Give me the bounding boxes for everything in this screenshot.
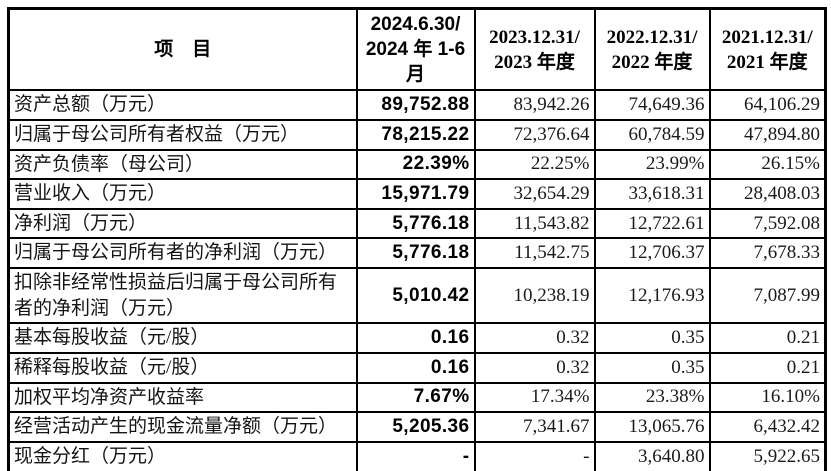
value-2024h1: 15,971.79 xyxy=(355,178,476,210)
row-label: 扣除非经常性损益后归属于母公司所有者的净利润（万元） xyxy=(7,267,358,325)
value-2023: 72,376.64 xyxy=(473,118,596,151)
value-2023: 83,942.26 xyxy=(473,89,596,121)
table-row: 基本每股收益（元/股） 0.16 0.32 0.35 0.21 xyxy=(7,322,827,354)
value-2024h1: - xyxy=(355,440,476,471)
value-2021: 7,592.08 xyxy=(708,207,827,240)
value-2022: 13,065.76 xyxy=(593,411,711,443)
table-body: 资产总额（万元） 89,752.88 83,942.26 74,649.36 64,10… xyxy=(7,89,827,471)
value-2022: 12,706.37 xyxy=(593,237,711,270)
value-2023: 0.32 xyxy=(473,352,596,384)
value-2022: 12,176.93 xyxy=(593,267,711,325)
value-2023: - xyxy=(473,440,596,471)
value-2023: 10,238.19 xyxy=(473,267,596,325)
value-2023: 22.25% xyxy=(473,148,596,181)
value-2024h1: 22.39% xyxy=(355,148,476,181)
row-label: 资产总额（万元） xyxy=(7,89,358,121)
row-label: 净利润（万元） xyxy=(7,207,358,240)
row-label: 归属于母公司所有者的净利润（万元） xyxy=(7,237,358,270)
value-2024h1: 5,205.36 xyxy=(355,411,476,443)
value-2023: 0.32 xyxy=(473,322,596,354)
value-2024h1: 5,776.18 xyxy=(355,207,476,240)
header-period-2024h1: 2024.6.30/ 2024 年 1-6 月 xyxy=(355,7,476,92)
value-2024h1: 5,010.42 xyxy=(355,267,476,325)
value-2024h1: 5,776.18 xyxy=(355,237,476,270)
table-row: 归属于母公司所有者的净利润（万元） 5,776.18 11,542.75 12,706… xyxy=(7,237,827,270)
row-label: 现金分红（万元） xyxy=(7,440,358,471)
value-2021: 47,894.80 xyxy=(708,118,827,151)
header-period-2023: 2023.12.31/ 2023 年度 xyxy=(473,7,596,92)
value-2021: 28,408.03 xyxy=(708,178,827,210)
value-2022: 3,640.80 xyxy=(593,440,711,471)
table-row: 现金分红（万元） - -3,640.80 5,922.65 xyxy=(7,440,827,471)
value-2021: 26.15% xyxy=(708,148,827,181)
value-2021: 64,106.29 xyxy=(708,89,827,121)
value-2022: 23.99% xyxy=(593,148,711,181)
value-2022: 0.35 xyxy=(593,322,711,354)
row-label: 稀释每股收益（元/股） xyxy=(7,352,358,384)
row-label: 资产负债率（母公司） xyxy=(7,148,358,181)
row-label: 基本每股收益（元/股） xyxy=(7,322,358,354)
value-2024h1: 7.67% xyxy=(355,381,476,414)
row-label: 归属于母公司所有者权益（万元） xyxy=(7,118,358,151)
value-2022: 74,649.36 xyxy=(593,89,711,121)
row-label: 营业收入（万元） xyxy=(7,178,358,210)
header-item-label: 项 目 xyxy=(7,7,358,92)
table-row: 资产总额（万元） 89,752.88 83,942.26 74,649.36 64,10… xyxy=(7,89,827,121)
value-2021: 0.21 xyxy=(708,352,827,384)
value-2023: 11,542.75 xyxy=(473,237,596,270)
table-row: 加权平均净资产收益率 7.67% 17.34% 23.38% 16.10% xyxy=(7,381,827,414)
table-row: 资产负债率（母公司） 22.39% 22.25% 23.99% 26.15% xyxy=(7,148,827,181)
header-row: 项 目 2024.6.30/ 2024 年 1-6 月 2023.12.31/ … xyxy=(7,7,827,92)
header-period-2021: 2021.12.31/ 2021 年度 xyxy=(708,7,827,92)
value-2024h1: 0.16 xyxy=(355,352,476,384)
value-2022: 23.38% xyxy=(593,381,711,414)
row-label: 加权平均净资产收益率 xyxy=(7,381,358,414)
table-row: 经营活动产生的现金流量净额（万元） 5,205.36 7,341.67 13,065.… xyxy=(7,411,827,443)
value-2023: 7,341.67 xyxy=(473,411,596,443)
value-2021: 7,087.99 xyxy=(708,267,827,325)
value-2023: 11,543.82 xyxy=(473,207,596,240)
table-row: 稀释每股收益（元/股） 0.16 0.32 0.35 0.21 xyxy=(7,352,827,384)
table-row: 归属于母公司所有者权益（万元） 78,215.22 72,376.64 60,784.… xyxy=(7,118,827,151)
value-2022: 33,618.31 xyxy=(593,178,711,210)
financial-summary-table: 项 目 2024.6.30/ 2024 年 1-6 月 2023.12.31/ … xyxy=(7,7,827,471)
value-2021: 6,432.42 xyxy=(708,411,827,443)
value-2023: 32,654.29 xyxy=(473,178,596,210)
value-2024h1: 78,215.22 xyxy=(355,118,476,151)
value-2021: 16.10% xyxy=(708,381,827,414)
row-label: 经营活动产生的现金流量净额（万元） xyxy=(7,411,358,443)
header-period-2022: 2022.12.31/ 2022 年度 xyxy=(593,7,711,92)
value-2022: 0.35 xyxy=(593,352,711,384)
value-2023: 17.34% xyxy=(473,381,596,414)
value-2021: 7,678.33 xyxy=(708,237,827,270)
value-2024h1: 0.16 xyxy=(355,322,476,354)
table-row: 净利润（万元） 5,776.18 11,543.82 12,722.61 7,592.0… xyxy=(7,207,827,240)
value-2021: 5,922.65 xyxy=(708,440,827,471)
value-2024h1: 89,752.88 xyxy=(355,89,476,121)
value-2021: 0.21 xyxy=(708,322,827,354)
table-row: 扣除非经常性损益后归属于母公司所有者的净利润（万元） 5,010.42 10,238… xyxy=(7,267,827,325)
value-2022: 60,784.59 xyxy=(593,118,711,151)
table-row: 营业收入（万元） 15,971.79 32,654.29 33,618.31 28,40… xyxy=(7,178,827,210)
value-2022: 12,722.61 xyxy=(593,207,711,240)
